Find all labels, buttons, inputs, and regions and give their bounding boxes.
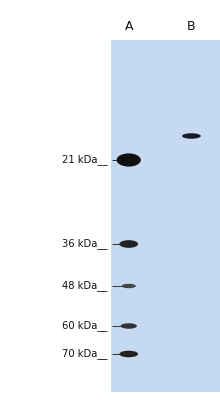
Text: 60 kDa__: 60 kDa__	[62, 320, 107, 332]
Ellipse shape	[117, 153, 141, 166]
Text: 48 kDa__: 48 kDa__	[62, 280, 107, 292]
Text: 21 kDa__: 21 kDa__	[62, 154, 107, 166]
Ellipse shape	[121, 284, 136, 288]
Ellipse shape	[119, 240, 138, 248]
Text: 36 kDa__: 36 kDa__	[62, 238, 107, 250]
Ellipse shape	[182, 133, 201, 139]
Text: A: A	[125, 20, 133, 32]
Ellipse shape	[119, 351, 138, 357]
Text: 70 kDa__: 70 kDa__	[62, 348, 107, 360]
Bar	[111, 40, 220, 392]
Ellipse shape	[121, 323, 137, 329]
Text: B: B	[187, 20, 196, 32]
